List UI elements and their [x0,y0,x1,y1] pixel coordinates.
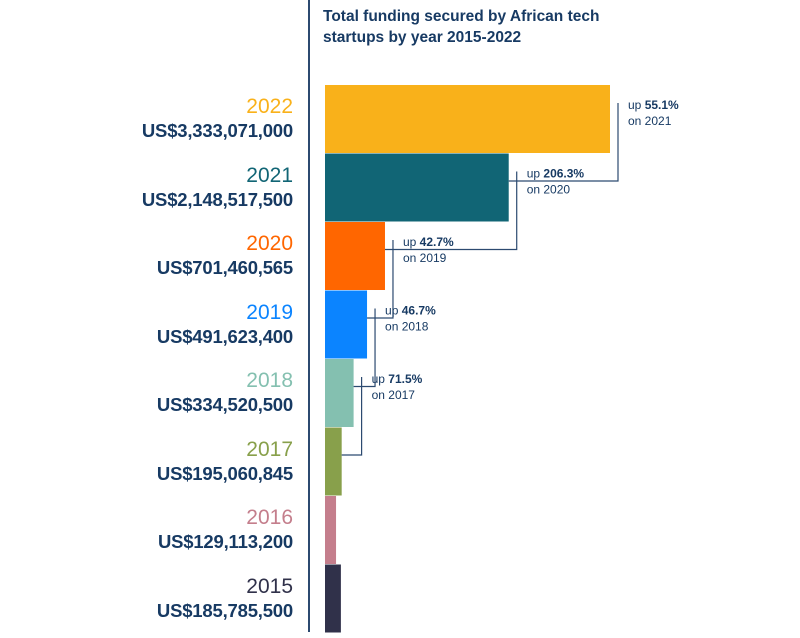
annotation-connector-2022 [508,103,619,182]
annotation-change-2022: up 55.1% [628,98,679,112]
amount-label-2016: US$129,113,200 [157,531,293,552]
year-label-2018: 2018 [246,369,293,392]
bar-2015 [325,564,341,633]
chart-title-line-2: startups by year 2015-2022 [323,29,522,46]
bar-2020 [325,222,385,290]
annotation-2018: up 71.5% on 2017 [341,372,423,456]
row-label-2018: 2018 US$334,520,500 [40,369,293,417]
bar-2016 [325,496,337,564]
annotation-base-2019: on 2018 [385,320,429,334]
annotation-connector-2018 [341,377,363,456]
annotation-base-2018: on 2017 [372,388,416,402]
year-label-2015: 2015 [246,574,293,598]
amount-label-2015: US$185,785,500 [156,599,293,621]
bar-2017 [325,427,342,496]
chart-title-line-1: Total funding secured by African tech [323,8,600,25]
annotation-connector-2019 [353,308,376,388]
annotation-change-2021: up 206.3% [527,167,585,181]
annotation-2021: up 206.3% on 2020 [384,167,585,251]
annotation-connector-2021 [384,171,518,251]
annotation-change-2019: up 46.7% [385,304,436,318]
amount-label-2021: US$2,148,517,500 [141,188,293,210]
bar-2022 [325,85,610,153]
amount-label-2018: US$334,520,500 [156,394,293,415]
annotation-change-2018: up 71.5% [372,372,423,386]
annotation-2022: up 55.1% on 2021 [508,98,679,182]
amount-label-2022: US$3,333,071,000 [141,120,293,141]
annotation-base-2020: on 2019 [403,251,447,265]
annotation-change-2020: up 42.7% [403,235,454,249]
year-label-2022: 2022 [246,95,293,118]
row-label-2017: 2017 US$195,060,845 [40,438,293,486]
year-label-2016: 2016 [246,506,293,529]
year-label-2019: 2019 [246,300,293,324]
amount-label-2017: US$195,060,845 [156,462,293,484]
year-label-2020: 2020 [246,232,293,255]
row-label-2021: 2021 US$2,148,517,500 [40,164,293,212]
chart-title: Total funding secured by African tech st… [323,6,683,48]
amount-label-2020: US$701,460,565 [156,257,293,278]
row-label-2019: 2019 US$491,623,400 [40,301,293,349]
bar-2019 [325,290,368,359]
axis-line [308,0,310,632]
amount-label-2019: US$491,623,400 [156,325,293,347]
bar-2018 [325,359,354,427]
row-label-2020: 2020 US$701,460,565 [40,232,293,280]
annotation-connector-2020 [367,240,394,319]
annotation-2020: up 42.7% on 2019 [367,235,454,319]
bar-2021 [325,153,509,222]
annotation-base-2021: on 2020 [527,183,571,197]
annotation-base-2022: on 2021 [628,114,672,128]
year-label-2017: 2017 [246,437,293,461]
row-label-2015: 2015 US$185,785,500 [40,575,293,623]
row-label-2022: 2022 US$3,333,071,000 [40,95,293,143]
row-label-2016: 2016 US$129,113,200 [40,506,293,554]
year-label-2021: 2021 [246,163,293,187]
annotation-2019: up 46.7% on 2018 [353,304,436,388]
